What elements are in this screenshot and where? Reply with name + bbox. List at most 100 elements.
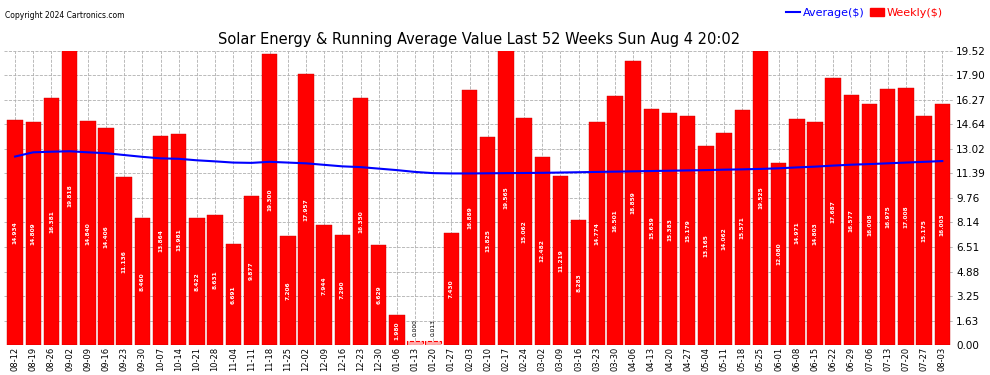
- Bar: [62, 46, 77, 345]
- Legend: Average($), Weekly($): Average($), Weekly($): [782, 3, 947, 22]
- Bar: [480, 136, 495, 345]
- Text: 7.944: 7.944: [322, 276, 327, 294]
- Text: 15.179: 15.179: [685, 219, 690, 242]
- Text: 15.383: 15.383: [667, 217, 672, 240]
- Text: 8.460: 8.460: [140, 272, 145, 291]
- Text: 6.629: 6.629: [376, 286, 381, 304]
- Text: 19.565: 19.565: [504, 186, 509, 209]
- Text: 17.957: 17.957: [304, 198, 309, 221]
- Bar: [335, 235, 350, 345]
- Bar: [407, 341, 423, 345]
- Bar: [26, 122, 41, 345]
- Bar: [571, 220, 586, 345]
- Text: 0.013: 0.013: [431, 320, 436, 336]
- Bar: [752, 51, 768, 345]
- Bar: [207, 215, 223, 345]
- Bar: [717, 133, 732, 345]
- Text: 15.571: 15.571: [740, 216, 744, 239]
- Bar: [444, 233, 459, 345]
- Bar: [607, 96, 623, 345]
- Bar: [244, 196, 259, 345]
- Text: 12.482: 12.482: [540, 240, 545, 262]
- Text: 16.381: 16.381: [49, 210, 53, 233]
- Text: 8.631: 8.631: [213, 271, 218, 290]
- Text: 16.577: 16.577: [848, 209, 853, 231]
- Text: 17.008: 17.008: [904, 206, 909, 228]
- Text: Copyright 2024 Cartronics.com: Copyright 2024 Cartronics.com: [5, 11, 125, 20]
- Text: 11.136: 11.136: [122, 250, 127, 273]
- Bar: [152, 136, 168, 345]
- Bar: [171, 134, 186, 345]
- Bar: [352, 98, 368, 345]
- Text: 11.219: 11.219: [558, 249, 563, 272]
- Text: 16.975: 16.975: [885, 206, 890, 228]
- Text: 15.062: 15.062: [522, 220, 527, 243]
- Bar: [517, 118, 532, 345]
- Bar: [644, 109, 659, 345]
- Text: 14.062: 14.062: [722, 228, 727, 251]
- Bar: [462, 90, 477, 345]
- Bar: [862, 104, 877, 345]
- Text: 15.175: 15.175: [922, 219, 927, 242]
- Bar: [771, 163, 786, 345]
- Text: 0.000: 0.000: [413, 319, 418, 336]
- Bar: [935, 104, 950, 345]
- Text: 17.687: 17.687: [831, 200, 836, 223]
- Text: 14.809: 14.809: [31, 222, 36, 245]
- Bar: [917, 116, 932, 345]
- Text: 18.859: 18.859: [631, 192, 636, 214]
- Text: 9.877: 9.877: [248, 261, 253, 280]
- Text: 14.934: 14.934: [13, 221, 18, 244]
- Bar: [843, 95, 859, 345]
- Bar: [735, 110, 750, 345]
- Bar: [789, 119, 805, 345]
- Text: 16.501: 16.501: [613, 209, 618, 232]
- Bar: [426, 341, 441, 345]
- Text: 12.080: 12.080: [776, 243, 781, 266]
- Text: 15.639: 15.639: [648, 216, 653, 238]
- Bar: [498, 50, 514, 345]
- Text: 7.206: 7.206: [285, 282, 290, 300]
- Bar: [826, 78, 841, 345]
- Bar: [189, 218, 205, 345]
- Text: 19.525: 19.525: [758, 186, 763, 209]
- Bar: [807, 122, 823, 345]
- Text: 13.825: 13.825: [485, 230, 490, 252]
- Text: 14.840: 14.840: [85, 222, 90, 245]
- Text: 16.008: 16.008: [867, 213, 872, 236]
- Title: Solar Energy & Running Average Value Last 52 Weeks Sun Aug 4 20:02: Solar Energy & Running Average Value Las…: [218, 32, 740, 46]
- Bar: [135, 217, 150, 345]
- Text: 13.864: 13.864: [158, 229, 163, 252]
- Bar: [535, 157, 550, 345]
- Text: 19.300: 19.300: [267, 188, 272, 211]
- Text: 6.691: 6.691: [231, 285, 236, 304]
- Text: 16.350: 16.350: [358, 210, 363, 233]
- Bar: [298, 74, 314, 345]
- Bar: [626, 60, 641, 345]
- Bar: [371, 245, 386, 345]
- Text: 14.774: 14.774: [594, 222, 599, 245]
- Bar: [698, 147, 714, 345]
- Text: 7.290: 7.290: [340, 281, 345, 299]
- Text: 13.981: 13.981: [176, 228, 181, 251]
- Bar: [226, 244, 241, 345]
- Bar: [389, 315, 405, 345]
- Bar: [680, 116, 695, 345]
- Bar: [7, 120, 23, 345]
- Bar: [317, 225, 332, 345]
- Bar: [117, 177, 132, 345]
- Text: 16.889: 16.889: [467, 206, 472, 229]
- Text: 8.422: 8.422: [194, 272, 199, 291]
- Text: 14.971: 14.971: [794, 221, 799, 244]
- Text: 8.283: 8.283: [576, 273, 581, 292]
- Bar: [880, 89, 896, 345]
- Bar: [662, 113, 677, 345]
- Text: 14.803: 14.803: [813, 222, 818, 245]
- Bar: [898, 88, 914, 345]
- Bar: [80, 121, 95, 345]
- Text: 13.165: 13.165: [704, 234, 709, 257]
- Bar: [280, 236, 295, 345]
- Text: 1.980: 1.980: [394, 321, 399, 339]
- Bar: [552, 176, 568, 345]
- Text: 16.003: 16.003: [940, 213, 944, 236]
